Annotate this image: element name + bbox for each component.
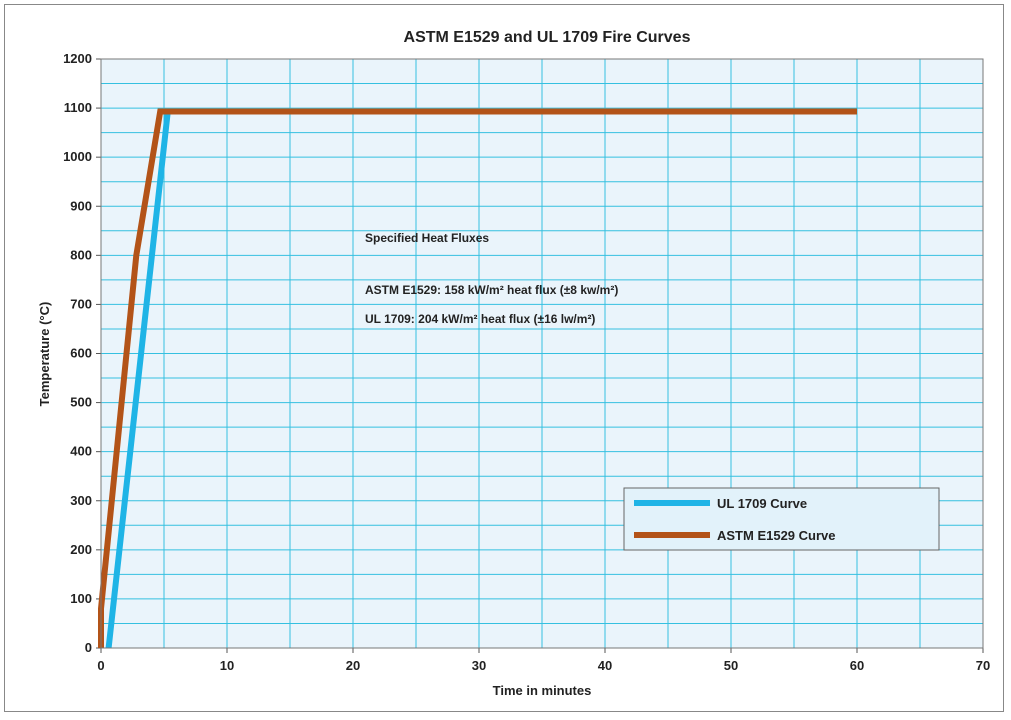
annotation-ul: UL 1709: 204 kW/m² heat flux (±16 lw/m²) (365, 312, 595, 326)
legend-label-astm-e1529: ASTM E1529 Curve (717, 528, 836, 543)
annotation-astm: ASTM E1529: 158 kW/m² heat flux (±8 kw/m… (365, 283, 618, 297)
x-tick-label: 60 (850, 658, 864, 673)
legend: UL 1709 Curve ASTM E1529 Curve (623, 487, 940, 551)
x-tick-label: 50 (724, 658, 738, 673)
y-tick-label: 900 (70, 198, 92, 213)
y-tick-label: 100 (70, 591, 92, 606)
y-tick-label: 800 (70, 247, 92, 262)
y-tick-label: 300 (70, 493, 92, 508)
x-axis-label: Time in minutes (493, 683, 592, 698)
y-axis-ticks: 0 100 200 300 400 500 600 700 800 900 1000 1100 1200 (63, 51, 101, 655)
y-tick-label: 200 (70, 542, 92, 557)
y-tick-label: 1200 (63, 51, 92, 66)
annotation-heading: Specified Heat Fluxes (365, 231, 489, 245)
x-tick-label: 0 (97, 658, 104, 673)
x-tick-label: 10 (220, 658, 234, 673)
x-tick-label: 30 (472, 658, 486, 673)
y-axis-label: Temperature (°C) (37, 302, 52, 407)
legend-box (623, 487, 940, 551)
y-tick-label: 400 (70, 444, 92, 459)
x-tick-label: 70 (976, 658, 990, 673)
x-axis-ticks: 0 10 20 30 40 50 60 70 (97, 648, 990, 673)
x-tick-label: 40 (598, 658, 612, 673)
chart-svg: ASTM E1529 and UL 1709 Fire Curves 0 10 20… (37, 29, 990, 698)
chart-frame: ASTM E1529 and UL 1709 Fire Curves 0 10 20… (4, 4, 1004, 712)
y-tick-label: 0 (85, 640, 92, 655)
y-tick-label: 1100 (64, 100, 92, 115)
plot-border (100, 58, 984, 649)
chart-title: ASTM E1529 and UL 1709 Fire Curves (404, 29, 691, 46)
y-tick-label: 1000 (63, 149, 92, 164)
x-tick-label: 20 (346, 658, 360, 673)
y-tick-label: 700 (70, 296, 92, 311)
legend-label-ul1709: UL 1709 Curve (717, 496, 807, 511)
y-tick-label: 600 (70, 346, 92, 361)
y-tick-label: 500 (70, 395, 92, 410)
